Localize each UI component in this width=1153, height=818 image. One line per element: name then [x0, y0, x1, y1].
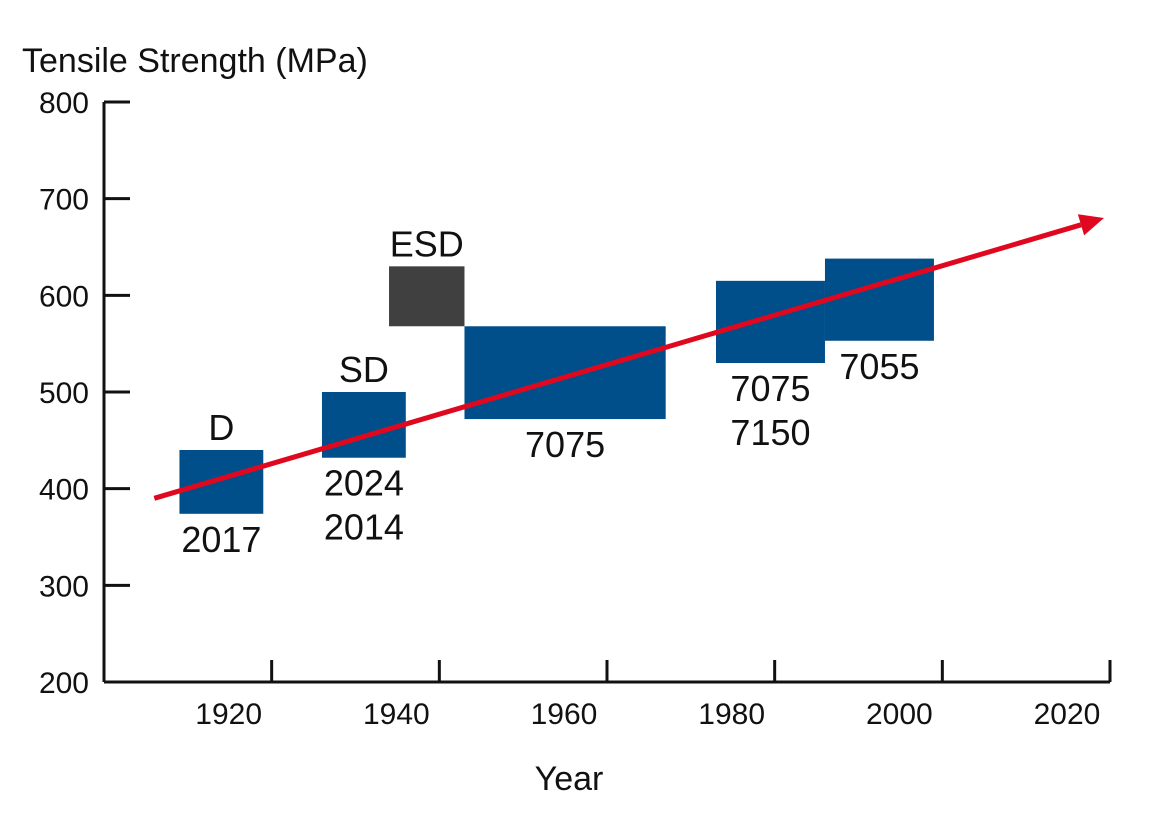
y-tick-label-700: 700	[39, 184, 89, 217]
trend-arrow-line	[153, 222, 1082, 501]
trend-arrow-group	[153, 214, 1104, 501]
x-tick-label-2000: 2000	[866, 698, 933, 731]
box-esd	[389, 266, 465, 327]
box-7075a	[464, 326, 666, 420]
box-label-d-below-0: 2017	[181, 519, 261, 560]
y-tick-label-400: 400	[39, 474, 89, 507]
y-axis-title: Tensile Strength (MPa)	[22, 42, 368, 80]
box-label-esd-above-0: ESD	[390, 223, 464, 264]
box-label-d-above-0: D	[208, 407, 234, 448]
box-d	[179, 450, 264, 514]
y-tick-label-800: 800	[39, 87, 89, 120]
material-boxes	[179, 258, 934, 514]
box-label-7075b-below-0: 7075	[730, 368, 810, 409]
trend-arrow-head	[1077, 214, 1104, 236]
y-tick-label-600: 600	[39, 280, 89, 313]
y-tick-label-300: 300	[39, 570, 89, 603]
x-tick-label-1940: 1940	[363, 698, 430, 731]
x-tick-label-1980: 1980	[698, 698, 765, 731]
x-tick-label-1960: 1960	[531, 698, 598, 731]
x-tick-label-2020: 2020	[1034, 698, 1101, 731]
x-tick-label-1920: 1920	[195, 698, 262, 731]
x-axis-title: Year	[535, 760, 604, 798]
box-label-sd-above-0: SD	[339, 349, 389, 390]
axis-ticks: 200 300 400 500 600 700 800 1920 1940 1960 1980 200…	[39, 87, 1112, 731]
box-label-7075b-below-1: 7150	[730, 412, 810, 453]
box-7075b	[715, 280, 825, 363]
box-label-sd-below-0: 2024	[324, 463, 404, 504]
box-label-sd-below-1: 2014	[324, 507, 404, 548]
box-sd	[321, 392, 406, 458]
box-label-7075a-below-0: 7075	[525, 424, 605, 465]
y-tick-label-200: 200	[39, 667, 89, 700]
y-tick-label-500: 500	[39, 377, 89, 410]
box-label-7055-below-0: 7055	[839, 346, 919, 387]
